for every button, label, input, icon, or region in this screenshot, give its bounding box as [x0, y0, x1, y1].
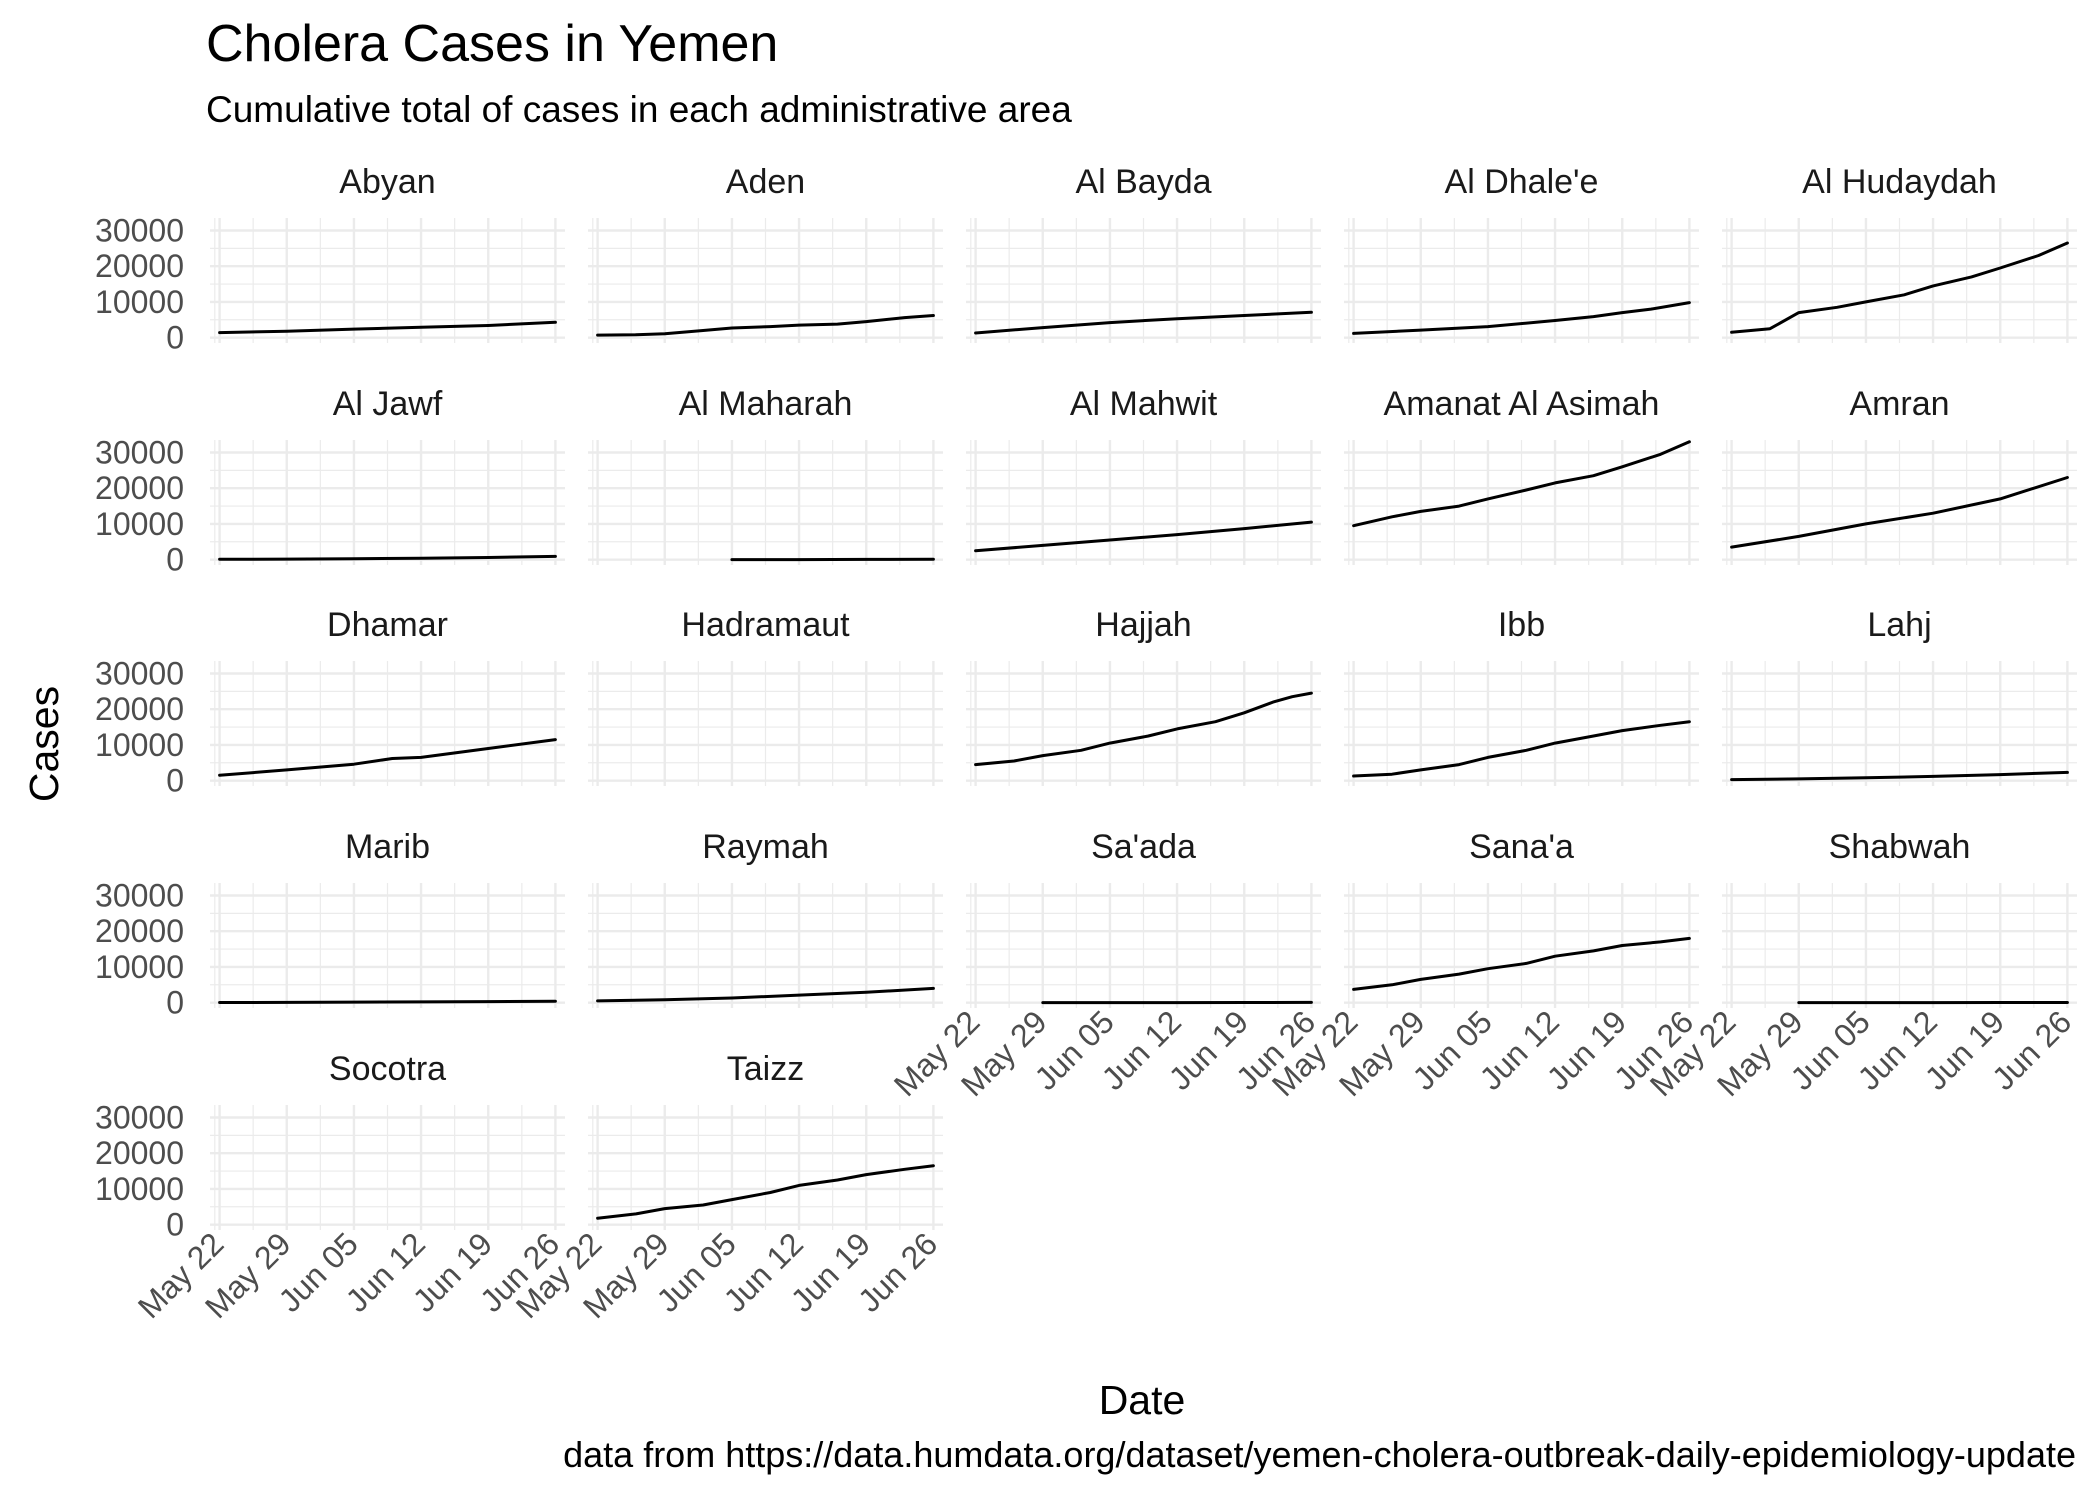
panel-strip-label: Al Mahwit — [1070, 385, 1218, 423]
panel-strip-label: Al Hudaydah — [1802, 163, 1997, 201]
panel-strip-label: Socotra — [329, 1050, 446, 1088]
panel-al-dhale-e: Al Dhale'e — [1344, 163, 1699, 343]
panel-strip-label: Marib — [345, 828, 430, 866]
panel-hadramaut: Hadramaut — [588, 606, 943, 786]
series-line-amran — [1730, 476, 2069, 549]
panel-strip-label: Abyan — [339, 163, 435, 201]
chart-subtitle: Cumulative total of cases in each admini… — [206, 89, 1072, 130]
series-line-hajjah — [974, 691, 1313, 767]
y-tick-label: 20000 — [95, 913, 184, 949]
y-tick-label: 10000 — [95, 727, 184, 763]
series-line-marib — [218, 999, 557, 1004]
y-tick-label: 30000 — [95, 435, 184, 471]
panel-strip-label: Taizz — [727, 1050, 804, 1088]
panel-al-maharah: Al Maharah — [588, 385, 943, 565]
series-line-al-mahwit — [974, 520, 1313, 553]
series-line-dhamar — [218, 738, 557, 777]
chart-title: Cholera Cases in Yemen — [206, 15, 778, 73]
y-tick-label: 30000 — [95, 1100, 184, 1136]
panel-al-mahwit: Al Mahwit — [966, 385, 1321, 565]
panel-strip-label: Dhamar — [327, 606, 448, 644]
series-line-al-jawf — [218, 554, 557, 561]
panel-strip-label: Raymah — [702, 828, 829, 866]
panel-raymah: Raymah — [588, 828, 943, 1008]
panel-strip-label: Al Bayda — [1075, 163, 1211, 201]
y-axis-title: Cases — [21, 686, 67, 802]
y-tick-label: 0 — [166, 542, 184, 578]
y-tick-label: 20000 — [95, 248, 184, 284]
panel-strip-label: Hajjah — [1095, 606, 1191, 644]
caption: data from https://data.humdata.org/datas… — [563, 1434, 2076, 1475]
y-tick-label: 30000 — [95, 878, 184, 914]
y-tick-label: 0 — [166, 985, 184, 1021]
panel-aden: Aden — [588, 163, 943, 343]
y-tick-label: 10000 — [95, 506, 184, 542]
panel-al-hudaydah: Al Hudaydah — [1722, 163, 2077, 343]
series-line-al-dhale-e — [1352, 301, 1691, 335]
series-line-lahj — [1730, 770, 2069, 782]
series-line-raymah — [596, 986, 935, 1003]
series-line-al-bayda — [974, 310, 1313, 335]
panel-strip-label: Sana'a — [1469, 828, 1574, 866]
series-line-ibb — [1352, 720, 1691, 778]
y-tick-label: 30000 — [95, 656, 184, 692]
panel-strip-label: Al Jawf — [333, 385, 443, 423]
y-tick-label: 10000 — [95, 284, 184, 320]
y-tick-label: 0 — [166, 1207, 184, 1243]
panel-strip-label: Al Maharah — [679, 385, 853, 423]
series-line-sana-a — [1352, 936, 1691, 991]
panel-strip-label: Hadramaut — [681, 606, 850, 644]
panel-strip-label: Ibb — [1498, 606, 1545, 644]
panel-amran: Amran — [1722, 385, 2077, 565]
panel-strip-label: Amanat Al Asimah — [1384, 385, 1660, 423]
y-tick-label: 0 — [166, 320, 184, 356]
panel-hajjah: Hajjah — [966, 606, 1321, 786]
x-axis-title: Date — [1099, 1377, 1186, 1423]
series-line-abyan — [218, 320, 557, 335]
panel-strip-label: Shabwah — [1829, 828, 1971, 866]
panel-al-bayda: Al Bayda — [966, 163, 1321, 343]
series-line-taizz — [596, 1164, 935, 1220]
y-tick-label: 20000 — [95, 470, 184, 506]
series-line-al-hudaydah — [1730, 241, 2069, 334]
panel-ibb: Ibb — [1344, 606, 1699, 786]
panel-amanat-al-asimah: Amanat Al Asimah — [1344, 385, 1699, 565]
panel-strip-label: Amran — [1849, 385, 1949, 423]
y-tick-label: 10000 — [95, 1171, 184, 1207]
panel-strip-label: Aden — [726, 163, 805, 201]
y-tick-label: 20000 — [95, 1135, 184, 1171]
panel-strip-label: Lahj — [1867, 606, 1931, 644]
panel-strip-label: Sa'ada — [1091, 828, 1196, 866]
panel-strip-label: Al Dhale'e — [1445, 163, 1599, 201]
y-tick-label: 10000 — [95, 949, 184, 985]
y-tick-label: 30000 — [95, 213, 184, 249]
series-line-aden — [596, 314, 935, 337]
y-tick-label: 20000 — [95, 691, 184, 727]
y-tick-label: 0 — [166, 763, 184, 799]
panel-lahj: Lahj — [1722, 606, 2077, 786]
series-line-amanat-al-asimah — [1352, 440, 1691, 528]
